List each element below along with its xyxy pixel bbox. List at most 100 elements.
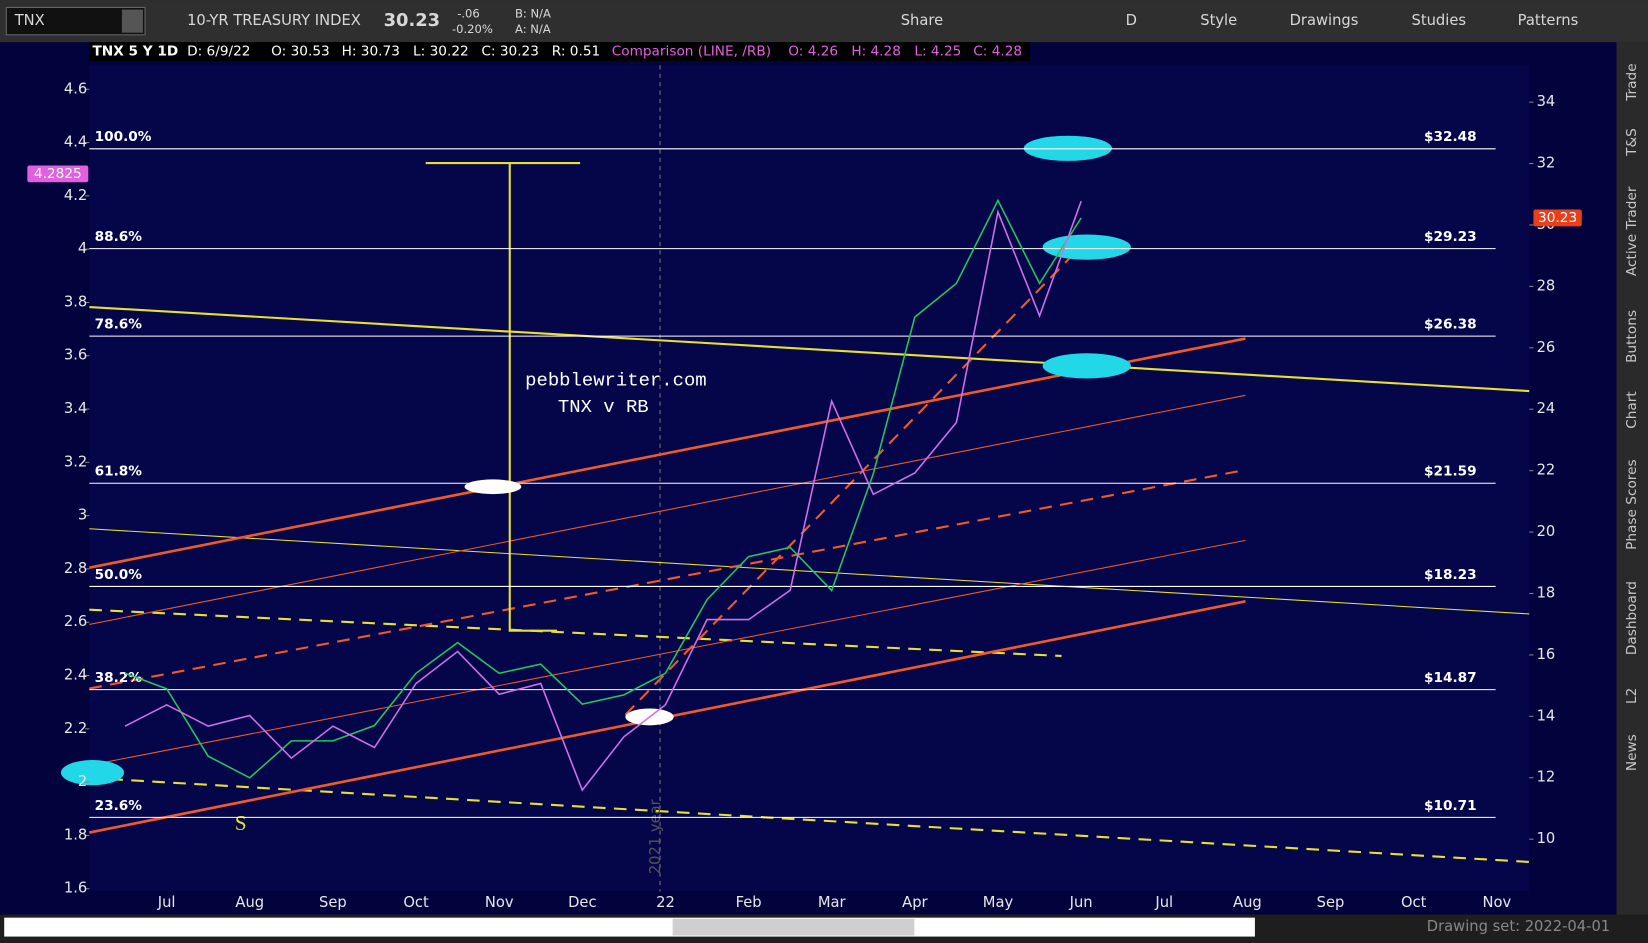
info-item: O: 4.26 (788, 44, 838, 60)
studies-button[interactable]: Studies (1412, 12, 1467, 29)
y2-tick-label: 18 (1537, 584, 1556, 601)
fib-label: 100.0% (95, 129, 152, 145)
scroll-thumb[interactable] (672, 918, 915, 936)
drawings-button[interactable]: Drawings (1290, 12, 1359, 29)
side-tab[interactable]: Dashboard (1624, 581, 1640, 655)
style-button[interactable]: Style (1200, 12, 1237, 29)
fib-price-label: $18.23 (1424, 567, 1477, 583)
y-tick-label: 1.6 (64, 880, 87, 897)
info-item: R: 0.51 (552, 44, 600, 60)
y-tick-label: 1.8 (64, 826, 87, 843)
y-tick-label: 4.2 (64, 187, 87, 204)
y-tick-label: 2.6 (64, 613, 87, 630)
x-tick-label: Nov (1482, 894, 1511, 911)
change: -.06 (457, 6, 480, 20)
info-item: C: 30.23 (481, 44, 539, 60)
side-panel (1616, 42, 1648, 915)
price-marker-label: 30.23 (1538, 210, 1577, 226)
x-tick-label: Jul (157, 894, 176, 911)
fib-label: 50.0% (95, 567, 143, 583)
series-line (124, 200, 1082, 792)
last-price: 30.23 (384, 10, 441, 31)
x-tick-label: Aug (1233, 894, 1262, 911)
side-tabs: Trade T&S Active Trader Buttons Chart Phase S… (1624, 63, 1640, 771)
y-tick-label: 4.4 (64, 134, 87, 151)
change-percent: -0.20% (452, 22, 493, 36)
info-item: H: 4.28 (851, 44, 901, 60)
y2-tick-label: 34 (1537, 93, 1556, 110)
y2-tick-label: 10 (1537, 830, 1556, 847)
share-button[interactable]: Share (901, 12, 943, 29)
fib-label: 78.6% (95, 317, 143, 333)
bid: B: N/A (515, 6, 551, 20)
x-tick-label: Mar (818, 894, 847, 911)
y-tick-label: 2.8 (64, 560, 87, 577)
x-tick-label: 22 (656, 894, 675, 911)
x-tick-label: Feb (736, 894, 762, 911)
side-tab[interactable]: Trade (1624, 63, 1640, 101)
patterns-button[interactable]: Patterns (1518, 12, 1579, 29)
trendline (89, 539, 1246, 766)
x-tick-label: Sep (1317, 894, 1345, 911)
info-item: L: 30.22 (413, 44, 469, 60)
side-tab[interactable]: News (1624, 734, 1640, 771)
side-tab[interactable]: L2 (1624, 688, 1640, 704)
trendline (89, 305, 1530, 393)
plot-area (89, 65, 1530, 892)
side-tab[interactable]: Active Trader (1624, 186, 1640, 276)
info-item: C: 4.28 (973, 44, 1022, 60)
period-button[interactable]: D (1126, 12, 1137, 29)
fib-label: 38.2% (95, 670, 143, 686)
fib-price-label: $26.38 (1424, 317, 1477, 333)
side-tab[interactable]: Chart (1624, 391, 1640, 429)
x-tick-label: Jun (1069, 894, 1093, 911)
side-tab[interactable]: Buttons (1624, 310, 1640, 363)
highlight (60, 760, 125, 786)
highlight (464, 479, 522, 495)
series-line (124, 198, 1082, 779)
measure-line (508, 163, 558, 632)
y2-tick-label: 16 (1537, 646, 1556, 663)
x-tick-label: Dec (568, 894, 596, 911)
x-tick-label: Jul (1154, 894, 1173, 911)
ask: A: N/A (515, 22, 551, 36)
trendline (89, 776, 1530, 864)
info-item: H: 30.73 (342, 44, 400, 60)
y-tick-label: 4.6 (64, 80, 87, 97)
info-item: L: 4.25 (914, 44, 961, 60)
x-tick-label: Sep (319, 894, 347, 911)
fib-price-label: $21.59 (1424, 464, 1477, 480)
x-tick-label: Oct (1401, 894, 1427, 911)
info-item: TNX 5 Y 1D (92, 44, 178, 60)
description: 10-YR TREASURY INDEX (187, 12, 361, 29)
highlight (1042, 353, 1131, 379)
y-tick-label: 3 (78, 507, 87, 524)
fib-price-label: $14.87 (1424, 670, 1477, 686)
y2-tick-label: 26 (1537, 339, 1556, 356)
side-tab[interactable]: Phase Scores (1624, 459, 1640, 549)
symbol-dropdown[interactable] (121, 9, 143, 33)
x-tick-label: Nov (485, 894, 514, 911)
y2-tick-label: 20 (1537, 523, 1556, 540)
fib-label: 88.6% (95, 229, 143, 245)
trendline (89, 468, 1246, 690)
x-tick-label: Oct (403, 894, 429, 911)
fib-price-label: $29.23 (1424, 229, 1477, 245)
symbol: TNX (14, 12, 45, 29)
y2-tick-label: 22 (1537, 462, 1556, 479)
side-tab[interactable]: T&S (1624, 128, 1640, 157)
annotation: TNX v RB (558, 396, 649, 418)
highlight (1042, 234, 1131, 260)
y2-tick-label: 12 (1537, 769, 1556, 786)
annotation: pebblewriter.com (525, 370, 707, 392)
info-item: Comparison (LINE, /RB) (612, 44, 771, 60)
y2-tick-label: 14 (1537, 707, 1556, 724)
toolbar (0, 0, 1648, 43)
price-marker-label: 4.2825 (34, 166, 82, 182)
fib-price-label: $32.48 (1424, 129, 1477, 145)
y-tick-label: 2 (78, 773, 87, 790)
scrollbar[interactable] (4, 917, 1255, 937)
x-tick-label: Aug (235, 894, 264, 911)
fib-label: 61.8% (95, 464, 143, 480)
